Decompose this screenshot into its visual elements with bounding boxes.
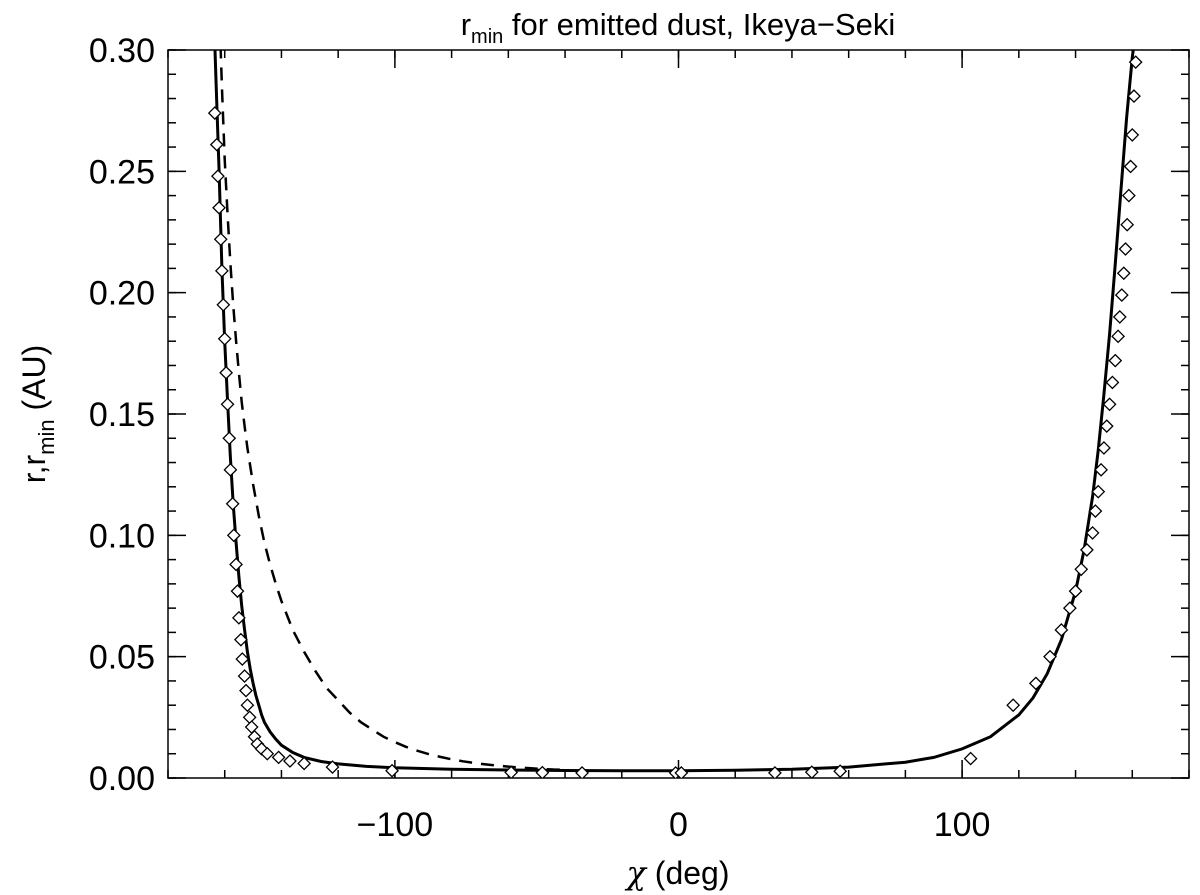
data-point-diamond: [222, 431, 237, 446]
data-point-diamond: [963, 751, 978, 766]
data-point-diamond: [1118, 242, 1133, 256]
data-point-diamond: [325, 760, 340, 774]
data-point-diamond: [216, 297, 231, 312]
series-solid-line: [213, 50, 1135, 773]
data-point-diamond: [1108, 353, 1123, 368]
data-point-diamond: [230, 584, 245, 599]
data-point-diamond: [283, 754, 297, 768]
data-point-diamond: [1114, 288, 1129, 303]
data-point-diamond: [297, 756, 312, 771]
data-point-diamond: [242, 710, 257, 725]
data-point-diamond: [1091, 484, 1106, 499]
y-tick-label: 0.30: [89, 32, 155, 70]
y-axis-unit: (AU): [16, 345, 52, 420]
data-point-diamond: [575, 765, 589, 778]
data-point-diamond: [1068, 584, 1083, 599]
data-point-diamond: [1099, 419, 1114, 434]
data-point-diamond: [239, 683, 253, 698]
x-axis-unit: (deg): [646, 855, 730, 891]
data-point-diamond: [674, 765, 689, 778]
data-point-diamond: [1116, 266, 1131, 281]
y-tick-label: 0.05: [89, 639, 155, 677]
data-point-diamond: [1088, 504, 1103, 518]
data-point-diamond: [229, 557, 243, 572]
plot-frame: [167, 49, 1190, 779]
data-point-diamond: [504, 765, 519, 778]
data-point-diamond: [231, 610, 246, 625]
data-point-diamond: [1085, 525, 1100, 540]
data-point-diamond: [235, 652, 250, 667]
data-point-diamond: [1006, 698, 1021, 713]
data-point-diamond: [1120, 217, 1135, 232]
data-point-diamond: [1111, 329, 1126, 344]
x-tick-label: 0: [669, 806, 688, 844]
data-point-diamond: [214, 263, 229, 278]
data-point-diamond: [1094, 462, 1108, 477]
y-axis-lead: r,r: [16, 454, 52, 483]
data-point-diamond: [217, 331, 232, 346]
data-point-diamond: [207, 106, 222, 121]
y-tick-label: 0.20: [89, 275, 155, 313]
chart-title-base: r: [461, 7, 471, 42]
data-point-diamond: [233, 632, 248, 647]
data-point-diamond: [1112, 310, 1127, 324]
data-point-diamond: [1054, 623, 1069, 637]
data-point-diamond: [1128, 55, 1143, 70]
series-diamond-markers: [207, 55, 1143, 778]
x-tick-label: 100: [934, 806, 991, 844]
data-point-diamond: [237, 669, 252, 683]
data-point-diamond: [260, 746, 275, 761]
x-tick-label: −100: [357, 806, 434, 844]
data-point-diamond: [1096, 441, 1111, 455]
chart-title-rest: for emitted dust, Ikeya−Seki: [503, 7, 895, 42]
series-dashed-line: [219, 50, 566, 771]
data-point-diamond: [804, 765, 819, 778]
y-axis-label: r,rmin (AU): [16, 345, 59, 484]
data-point-diamond: [213, 232, 228, 247]
data-point-diamond: [1102, 397, 1117, 412]
data-point-diamond: [210, 169, 225, 184]
data-point-diamond: [1127, 89, 1141, 104]
axis-tick-labels: −100 0 100 0.00 0.05 0.10 0.15 0.20 0.25 0.30: [89, 32, 991, 844]
data-point-diamond: [1028, 676, 1043, 691]
data-point-diamond: [385, 763, 399, 778]
data-point-diamond: [212, 200, 226, 215]
x-axis-symbol: χ: [625, 854, 648, 892]
data-point-diamond: [833, 764, 848, 778]
x-axis-label: χ (deg): [625, 854, 730, 892]
data-point-diamond: [1121, 188, 1136, 203]
data-point-diamond: [223, 462, 238, 477]
data-point-diamond: [1105, 375, 1120, 390]
chart-title: rmin for emitted dust, Ikeya−Seki: [461, 7, 896, 48]
data-point-diamond: [1062, 601, 1077, 616]
y-tick-label: 0.25: [89, 153, 155, 191]
y-tick-label: 0.00: [89, 760, 155, 798]
y-axis-subscript: min: [34, 419, 59, 454]
data-point-diamond: [1043, 649, 1057, 664]
data-point-diamond: [240, 698, 255, 713]
data-point-diamond: [226, 528, 241, 543]
data-point-diamond: [768, 765, 782, 778]
data-point-diamond: [219, 365, 234, 380]
data-point-diamond: [535, 765, 550, 778]
y-tick-label: 0.10: [89, 517, 155, 555]
data-point-diamond: [271, 750, 286, 765]
data-point-diamond: [225, 496, 240, 511]
axis-ticks: [167, 49, 1190, 779]
data-point-diamond: [209, 137, 224, 152]
chart-title-subscript: min: [471, 26, 503, 48]
data-point-diamond: [1123, 159, 1138, 174]
data-point-diamond: [1125, 128, 1140, 142]
y-tick-label: 0.15: [89, 396, 155, 434]
data-point-diamond: [220, 397, 235, 412]
data-point-diamond: [1079, 542, 1094, 557]
data-point-diamond: [1074, 562, 1089, 577]
